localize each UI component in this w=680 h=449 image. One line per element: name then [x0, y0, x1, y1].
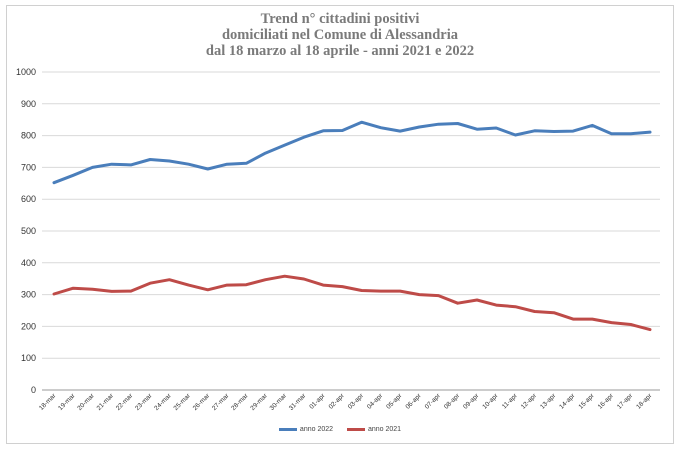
legend-item-2022: anno 2022	[278, 426, 334, 433]
x-tick-label: 22-mar	[115, 392, 135, 412]
chart-title: Trend n° cittadini positivi domiciliati …	[0, 11, 680, 59]
y-tick-label: 500	[21, 226, 36, 236]
x-tick-label: 12-apr	[520, 392, 539, 411]
x-tick-label: 23-mar	[134, 392, 154, 412]
x-tick-label: 16-apr	[597, 392, 616, 411]
y-tick-label: 1000	[16, 67, 36, 77]
legend-swatch-2021	[346, 428, 365, 431]
x-tick-label: 19-mar	[57, 392, 77, 412]
x-tick-label: 18-mar	[38, 392, 58, 412]
x-tick-label: 25-mar	[172, 392, 192, 412]
x-tick-label: 30-mar	[269, 392, 289, 412]
x-axis-ticks: 18-mar 19-mar 20-mar 21-mar 22-mar 23-mar 24-m…	[38, 392, 654, 412]
y-tick-label: 400	[21, 258, 36, 268]
y-tick-label: 700	[21, 162, 36, 172]
x-tick-label: 07-apr	[424, 392, 443, 411]
series-line-anno-2022	[52, 120, 652, 185]
x-tick-label: 08-apr	[443, 392, 462, 411]
y-tick-label: 300	[21, 290, 36, 300]
title-line-2: domiciliati nel Comune di Alessandria	[221, 27, 459, 43]
x-tick-label: 01-apr	[308, 392, 327, 411]
series-lines	[52, 120, 652, 332]
legend-swatch-2022	[278, 428, 297, 431]
series-line-anno-2021	[52, 274, 652, 332]
x-tick-label: 11-apr	[501, 392, 519, 410]
title-line-3: dal 18 marzo al 18 aprile - anni 2021 e …	[205, 43, 475, 59]
y-axis-ticks: 0 100 200 300 400 500 600 700 800 900 1000	[16, 67, 36, 395]
x-tick-label: 06-apr	[404, 392, 423, 411]
x-tick-label: 27-mar	[211, 392, 231, 412]
y-tick-label: 0	[31, 385, 36, 395]
x-tick-label: 15-apr	[577, 392, 596, 411]
y-tick-label: 900	[21, 99, 36, 109]
chart-frame	[6, 5, 674, 444]
x-tick-label: 14-apr	[558, 392, 577, 411]
y-tick-label: 600	[21, 194, 36, 204]
x-tick-label: 13-apr	[539, 392, 558, 411]
x-tick-label: 18-apr	[635, 392, 654, 411]
x-tick-label: 29-mar	[249, 392, 269, 412]
x-tick-label: 02-apr	[328, 392, 347, 411]
y-tick-label: 200	[21, 321, 36, 331]
x-tick-label: 20-mar	[76, 392, 96, 412]
x-tick-label: 17-apr	[616, 392, 635, 411]
x-tick-label: 09-apr	[462, 392, 481, 411]
x-tick-label: 10-apr	[481, 392, 500, 411]
legend: anno 2022 anno 2021	[0, 426, 680, 433]
x-tick-label: 24-mar	[153, 392, 173, 412]
x-tick-label: 21-mar	[96, 392, 116, 412]
x-tick-label: 26-mar	[192, 392, 212, 412]
y-tick-label: 800	[21, 131, 36, 141]
legend-label-2022: anno 2022	[299, 426, 334, 433]
legend-label-2021: anno 2021	[367, 426, 402, 433]
x-tick-label: 28-mar	[230, 392, 250, 412]
y-tick-label: 100	[21, 353, 36, 363]
x-tick-label: 03-apr	[347, 392, 366, 411]
grid-lines	[42, 71, 660, 391]
x-tick-label: 04-apr	[366, 392, 385, 411]
x-tick-label: 31-mar	[288, 392, 308, 412]
title-line-1: Trend n° cittadini positivi	[260, 11, 420, 27]
legend-item-2021: anno 2021	[346, 426, 402, 433]
x-tick-label: 05-apr	[385, 392, 404, 411]
